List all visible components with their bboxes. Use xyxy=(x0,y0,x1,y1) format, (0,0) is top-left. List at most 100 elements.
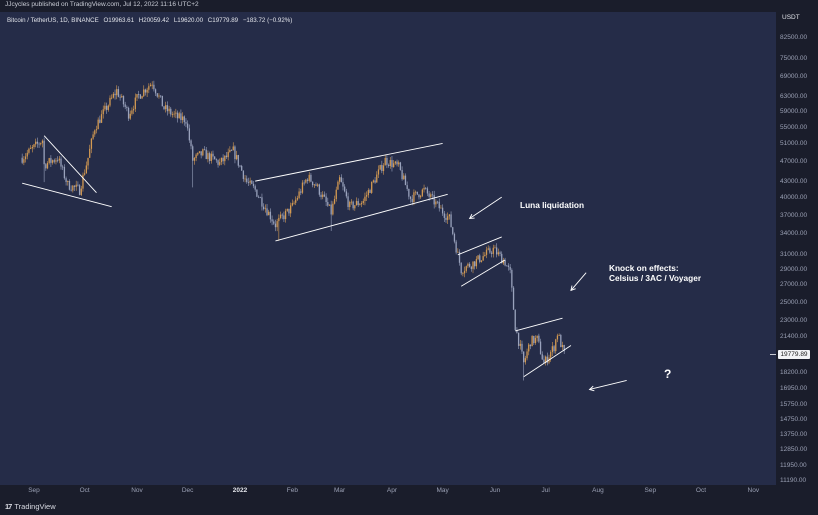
candle-body xyxy=(227,151,229,158)
candle-body xyxy=(116,89,118,96)
candle-body xyxy=(252,183,255,187)
candle-body xyxy=(544,356,547,363)
candle-body xyxy=(355,201,358,206)
candle-body xyxy=(315,184,317,186)
candle-body xyxy=(531,335,533,347)
candle-body xyxy=(484,254,486,257)
candle-body xyxy=(408,188,410,197)
x-tick-label: Nov xyxy=(131,487,143,494)
candle-body xyxy=(533,335,535,344)
candle-body xyxy=(499,252,501,254)
candle-body xyxy=(143,89,145,97)
candle-body xyxy=(257,196,260,198)
candle-body xyxy=(168,108,170,112)
candle-body xyxy=(305,179,307,183)
candle-body xyxy=(489,248,491,253)
candle-body xyxy=(367,190,369,196)
candle-body xyxy=(112,93,115,98)
y-tick-label: 51000.00 xyxy=(780,140,808,148)
candle-body xyxy=(523,351,525,363)
candle-body xyxy=(187,123,189,129)
annotation-knock-line2: Celsius / 3AC / Voyager xyxy=(609,272,702,283)
candle-body xyxy=(127,107,130,119)
candle-body xyxy=(436,201,439,203)
time-axis[interactable] xyxy=(0,485,776,498)
candle-body xyxy=(492,247,494,254)
candle-body xyxy=(425,187,427,189)
y-tick-label: 13750.00 xyxy=(780,431,808,439)
candle-body xyxy=(423,187,425,190)
candle-body xyxy=(526,351,528,359)
x-tick-label: Oct xyxy=(79,487,90,494)
candle-body xyxy=(149,84,152,87)
candle-body xyxy=(175,112,177,114)
candle-body xyxy=(210,153,212,161)
x-tick-label: May xyxy=(436,487,449,494)
candle-body xyxy=(111,97,113,99)
y-tick-label: 11950.00 xyxy=(780,462,807,470)
candle-body xyxy=(298,191,300,198)
annotation-arrow xyxy=(570,272,587,291)
candle-body xyxy=(41,140,44,144)
candle-body xyxy=(63,166,66,179)
candle-body xyxy=(244,178,246,180)
candle-body xyxy=(322,194,324,198)
candle-body xyxy=(539,341,542,355)
candle-body xyxy=(501,253,503,264)
candle-body xyxy=(440,207,442,209)
candle-body xyxy=(153,84,155,90)
candle-body xyxy=(524,358,527,363)
candle-body xyxy=(78,185,81,195)
candle-body xyxy=(441,207,444,214)
candle-body xyxy=(340,177,342,183)
x-tick-label: Feb xyxy=(286,487,298,494)
y-tick-label: 16950.00 xyxy=(780,384,808,392)
tradingview-logo[interactable]: 17 TradingView xyxy=(5,502,56,511)
candle-body xyxy=(332,203,334,215)
candle-body xyxy=(359,204,361,206)
candle-body xyxy=(262,206,265,210)
candle-body xyxy=(33,144,35,148)
candle-body xyxy=(377,169,380,175)
candle-body xyxy=(360,203,363,205)
candle-body xyxy=(345,191,348,197)
candle-body xyxy=(261,197,263,207)
y-tick-label: 25000.00 xyxy=(780,298,808,306)
candle-body xyxy=(67,181,69,182)
candle-body xyxy=(406,185,408,189)
candle-body xyxy=(553,346,555,352)
candle-body xyxy=(474,261,476,267)
candle-body xyxy=(369,190,371,193)
candle-body xyxy=(468,263,471,267)
trendline xyxy=(457,236,502,256)
ohlc-close: C19779.89 xyxy=(207,17,239,24)
candle-body xyxy=(100,114,103,123)
ohlc-high: H20059.42 xyxy=(138,17,170,24)
candle-body xyxy=(384,157,386,166)
ohlc-open: O19963.61 xyxy=(103,17,135,24)
x-tick-label: Dec xyxy=(181,487,194,494)
candle-body xyxy=(485,249,488,255)
candle-body xyxy=(477,255,479,260)
candle-body xyxy=(232,146,234,151)
candle-body xyxy=(286,208,288,211)
plot-area[interactable] xyxy=(0,12,776,485)
candle-body xyxy=(254,186,256,190)
candle-body xyxy=(161,95,163,107)
candle-body xyxy=(413,192,415,203)
candle-body xyxy=(203,149,206,151)
price-axis[interactable] xyxy=(776,0,818,498)
candle-body xyxy=(198,151,201,153)
candle-body xyxy=(230,149,233,151)
trendline xyxy=(460,259,506,287)
candle-body xyxy=(21,157,23,163)
candle-body xyxy=(208,153,211,161)
candle-body xyxy=(350,201,353,203)
candle-body xyxy=(337,181,339,190)
candle-body xyxy=(259,197,261,199)
candle-body xyxy=(212,153,214,157)
y-tick-label: 12850.00 xyxy=(780,446,808,454)
candle-body xyxy=(102,109,104,115)
trendline xyxy=(523,345,572,378)
candle-body xyxy=(207,153,209,160)
